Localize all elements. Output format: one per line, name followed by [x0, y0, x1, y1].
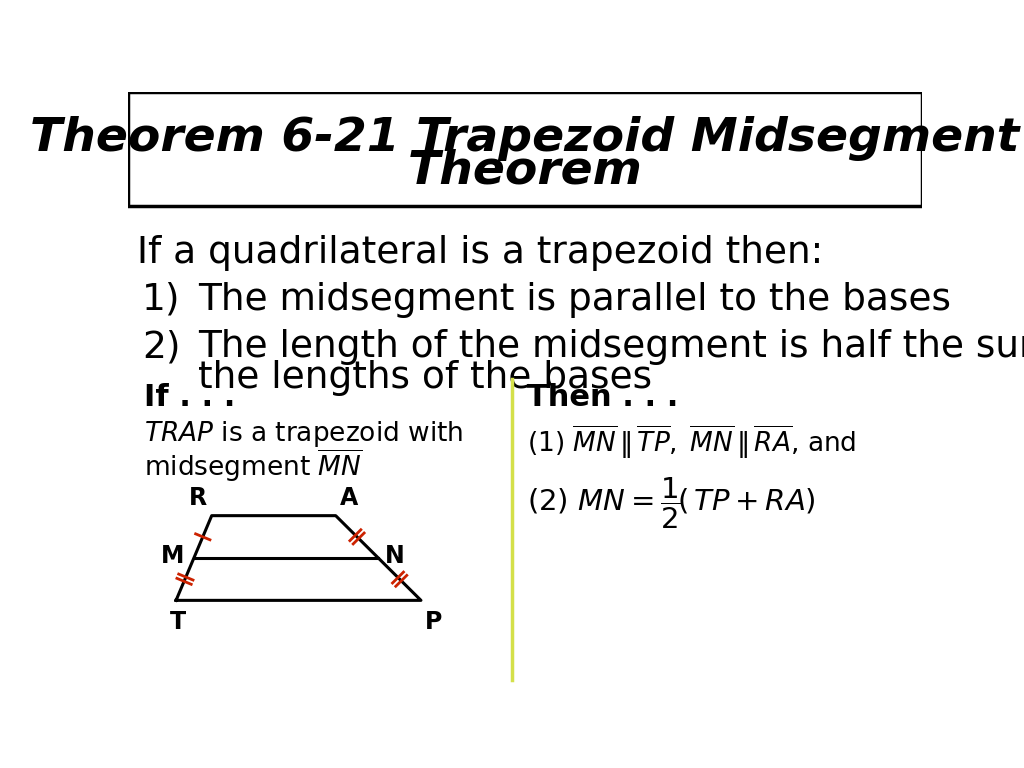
Text: Theorem: Theorem [408, 148, 642, 194]
Text: A: A [340, 486, 357, 510]
Text: R: R [188, 486, 207, 510]
Text: the lengths of the bases: the lengths of the bases [198, 360, 652, 396]
Text: If a quadrilateral is a trapezoid then:: If a quadrilateral is a trapezoid then: [137, 235, 823, 271]
Text: midsegment $\overline{\mathit{MN}}$: midsegment $\overline{\mathit{MN}}$ [143, 448, 361, 485]
Text: $\mathit{TRAP}$ is a trapezoid with: $\mathit{TRAP}$ is a trapezoid with [143, 419, 463, 449]
Text: Then . . .: Then . . . [527, 383, 679, 412]
Text: If . . .: If . . . [143, 383, 234, 412]
Text: T: T [170, 610, 186, 634]
Bar [128, 92, 922, 206]
Text: Theorem 6-21 Trapezoid Midsegment: Theorem 6-21 Trapezoid Midsegment [30, 116, 1020, 161]
Text: The length of the midsegment is half the sum of: The length of the midsegment is half the… [198, 329, 1024, 366]
Text: N: N [385, 545, 404, 568]
Text: M: M [161, 545, 184, 568]
Text: (2) $MN = \dfrac{1}{2}\!\left(\,TP + RA\right)$: (2) $MN = \dfrac{1}{2}\!\left(\,TP + RA\… [527, 475, 816, 531]
Text: 1): 1) [142, 282, 180, 318]
Text: The midsegment is parallel to the bases: The midsegment is parallel to the bases [198, 282, 950, 318]
Text: (1) $\overline{MN} \,\|\, \overline{TP},\; \overline{MN} \,\|\, \overline{RA}$, : (1) $\overline{MN} \,\|\, \overline{TP},… [527, 423, 856, 461]
Text: P: P [425, 610, 442, 634]
Text: 2): 2) [142, 329, 180, 366]
